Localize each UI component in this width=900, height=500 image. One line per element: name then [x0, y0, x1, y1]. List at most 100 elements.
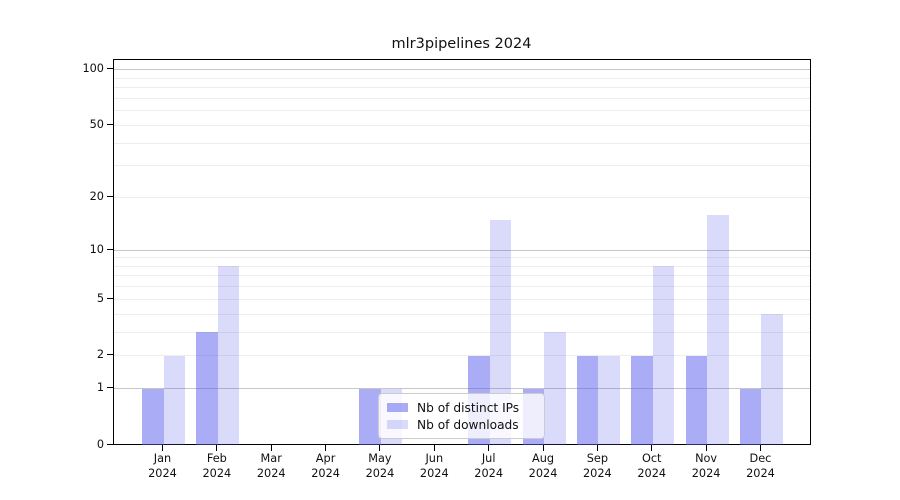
bar-nb-of-distinct-ips-nov	[685, 355, 708, 445]
y-tick-mark-5	[107, 297, 113, 299]
x-tick-mark-feb	[216, 445, 218, 451]
x-tick-month: May	[368, 452, 392, 465]
y-tick-label-10: 10	[89, 242, 104, 256]
y-tick-mark-0	[107, 443, 113, 445]
x-tick-mark-apr	[325, 445, 327, 451]
x-tick-year: 2024	[256, 466, 286, 480]
gridline-4	[114, 313, 810, 315]
gridline-major-1	[114, 388, 810, 390]
x-tick-month: Jun	[425, 452, 444, 465]
y-tick-mark-50	[107, 123, 113, 125]
x-tick-month: Sep	[586, 452, 609, 465]
y-tick-mark-10	[107, 248, 113, 250]
bar-nb-of-distinct-ips-jan	[142, 388, 164, 445]
x-tick-label-dec: Dec 2024	[728, 452, 792, 481]
bar-nb-of-downloads-dec	[761, 314, 783, 445]
x-tick-month: Feb	[206, 452, 227, 465]
x-tick-label-jul: Jul 2024	[457, 452, 521, 481]
gridline-20	[114, 197, 810, 198]
x-tick-label-mar: Mar 2024	[239, 452, 303, 481]
bar-nb-of-distinct-ips-feb	[196, 332, 218, 445]
gridline-90	[114, 77, 810, 79]
x-tick-mark-nov	[705, 445, 707, 451]
x-tick-month: Oct	[641, 452, 662, 465]
y-tick-label-1: 1	[96, 381, 104, 395]
legend-label-nb-of-downloads: Nb of downloads	[417, 417, 519, 432]
y-tick-label-2: 2	[96, 348, 104, 362]
x-tick-mark-jul	[488, 445, 490, 451]
x-tick-label-jan: Jan 2024	[131, 452, 195, 481]
gridline-6	[114, 286, 810, 288]
x-tick-month: Nov	[695, 452, 718, 465]
x-tick-year: 2024	[311, 466, 340, 480]
gridline-80	[114, 87, 810, 89]
x-tick-year: 2024	[148, 466, 177, 480]
plot-area	[113, 59, 811, 445]
x-tick-month: Jul	[481, 452, 496, 465]
legend-swatch-nb-of-distinct-ips	[387, 403, 408, 412]
y-tick-label-0: 0	[96, 437, 104, 451]
y-tick-label-50: 50	[89, 117, 104, 131]
gridline-major-100	[114, 69, 810, 71]
x-tick-label-sep: Sep 2024	[565, 452, 629, 481]
x-tick-label-apr: Apr 2024	[294, 452, 358, 481]
x-tick-mark-jan	[162, 445, 163, 451]
x-tick-year: 2024	[691, 466, 721, 480]
legend-item-nb-of-downloads: Nb of downloads	[387, 416, 536, 433]
y-tick-label-100: 100	[82, 62, 104, 76]
x-tick-year: 2024	[365, 466, 395, 480]
gridline-70	[114, 97, 810, 99]
y-tick-mark-2	[107, 354, 113, 356]
bar-nb-of-downloads-jan	[163, 355, 185, 445]
x-tick-year: 2024	[583, 466, 612, 480]
x-tick-month: Apr	[315, 452, 336, 465]
bar-nb-of-downloads-feb	[217, 266, 240, 445]
legend-swatch-nb-of-downloads	[387, 420, 408, 429]
x-tick-mark-dec	[759, 445, 761, 451]
gridline-2	[114, 355, 810, 357]
x-tick-label-oct: Oct 2024	[620, 452, 684, 481]
x-tick-year: 2024	[474, 466, 504, 480]
x-tick-mark-aug	[542, 445, 544, 451]
x-tick-label-may: May 2024	[348, 452, 412, 481]
bar-nb-of-distinct-ips-oct	[631, 355, 653, 445]
legend-label-nb-of-distinct-ips: Nb of distinct IPs	[417, 400, 520, 415]
gridline-40	[114, 142, 810, 144]
x-tick-year: 2024	[637, 466, 667, 480]
y-tick-label-20: 20	[89, 190, 104, 203]
gridline-3	[114, 331, 810, 333]
bar-nb-of-downloads-nov	[707, 214, 729, 445]
gridline-9	[114, 257, 810, 259]
x-tick-mark-jun	[433, 445, 435, 451]
bar-nb-of-downloads-sep	[598, 355, 620, 445]
x-tick-mark-sep	[596, 445, 598, 451]
bar-nb-of-distinct-ips-sep	[576, 355, 599, 445]
bar-nb-of-downloads-aug	[544, 332, 566, 445]
plot-canvas	[114, 60, 810, 445]
x-tick-month: Jan	[153, 452, 172, 465]
x-tick-label-nov: Nov 2024	[674, 452, 738, 481]
x-tick-mark-mar	[270, 445, 272, 451]
x-tick-mark-oct	[651, 445, 653, 451]
x-tick-label-feb: Feb 2024	[185, 452, 249, 481]
y-tick-mark-100	[107, 68, 113, 70]
gridline-7	[114, 275, 810, 277]
bar-nb-of-distinct-ips-dec	[739, 388, 762, 445]
gridline-8	[114, 265, 810, 267]
gridline-60	[114, 110, 810, 112]
x-tick-year: 2024	[746, 466, 775, 480]
bar-nb-of-downloads-jul	[489, 219, 512, 445]
legend: Nb of distinct IPs Nb of downloads	[378, 393, 545, 439]
x-tick-label-jun: Jun 2024	[402, 452, 466, 481]
x-tick-month: Aug	[531, 452, 555, 465]
legend-item-nb-of-distinct-ips: Nb of distinct IPs	[387, 399, 536, 416]
gridline-5	[114, 298, 810, 300]
y-tick-mark-1	[107, 387, 113, 389]
chart-title: mlr3pipelines 2024	[391, 36, 532, 52]
x-tick-year: 2024	[202, 466, 232, 480]
x-tick-mark-may	[379, 445, 381, 451]
x-tick-label-aug: Aug 2024	[511, 452, 575, 481]
x-tick-month: Dec	[749, 452, 772, 465]
y-tick-label-5: 5	[96, 291, 104, 305]
